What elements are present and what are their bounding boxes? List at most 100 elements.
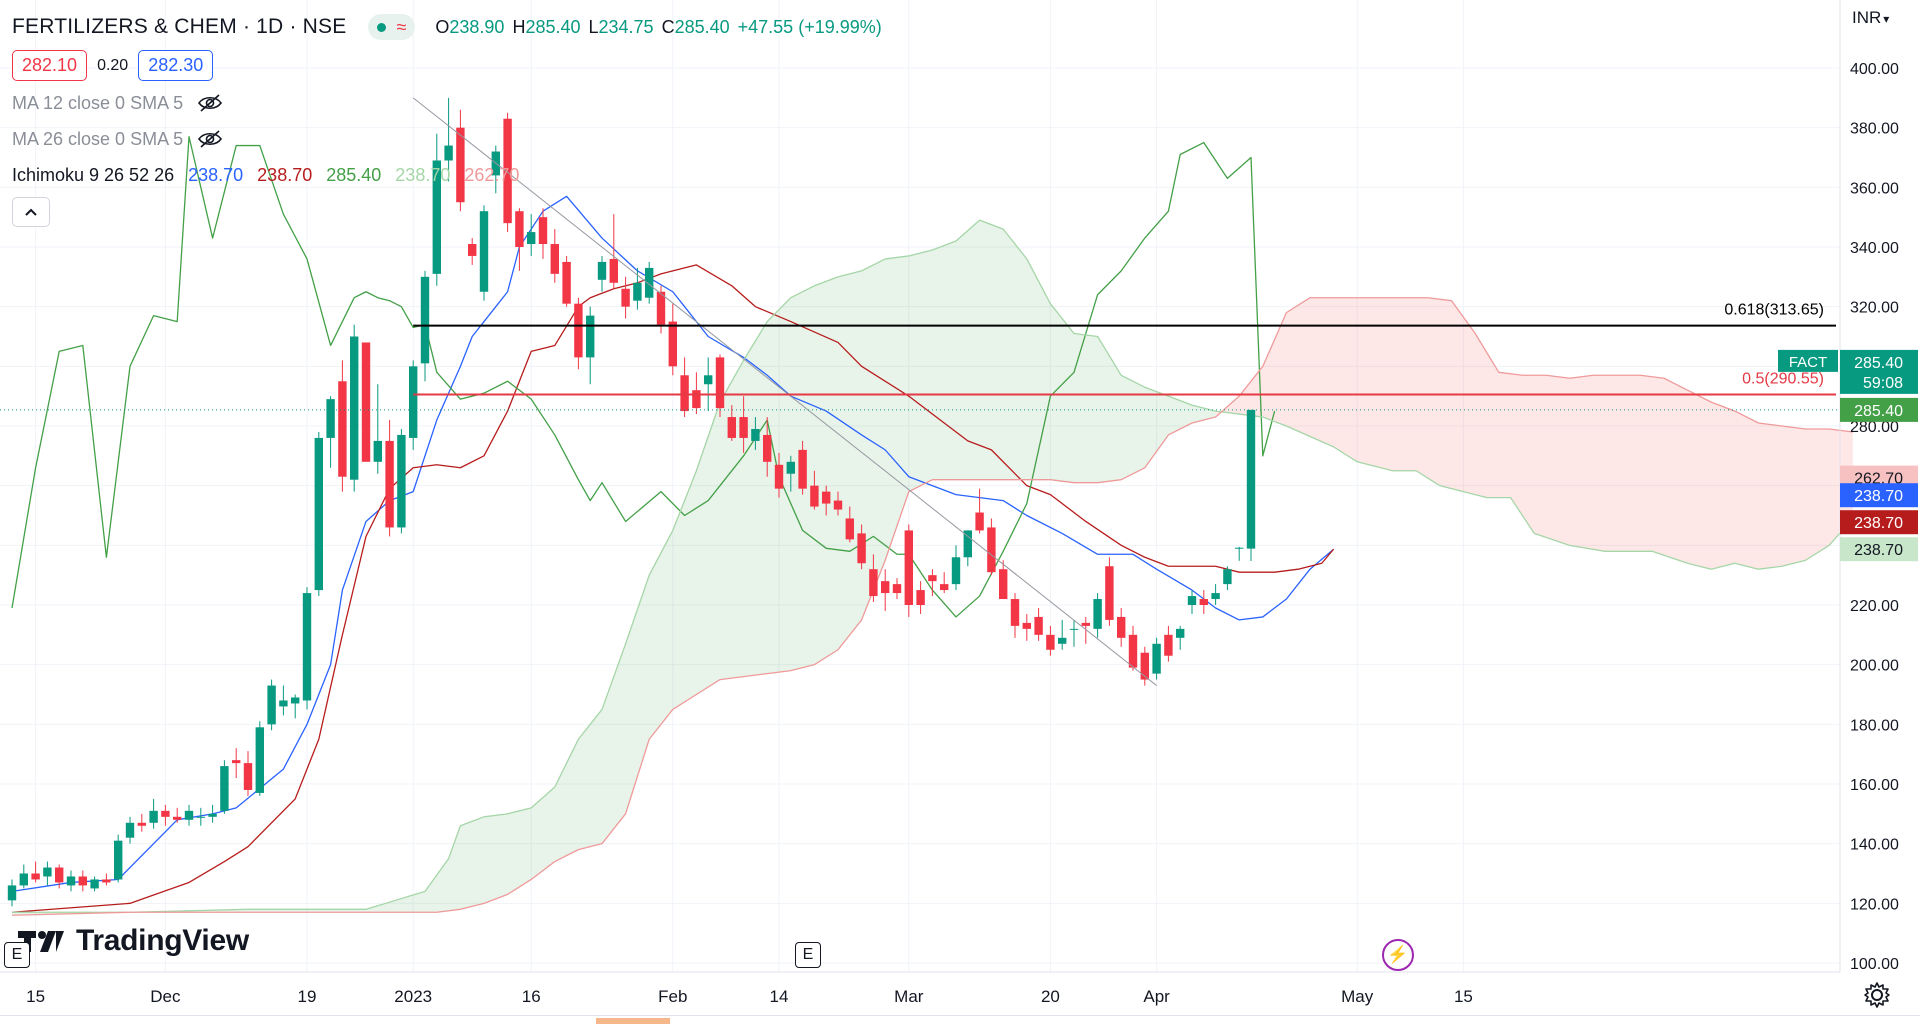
candle-body (1164, 634, 1173, 656)
cloud-bearish (1215, 297, 1853, 570)
conversion-line (11, 195, 1335, 893)
candle (468, 238, 477, 265)
ichimoku-indicator[interactable]: Ichimoku 9 26 52 26 238.70 238.70 285.40… (12, 157, 890, 193)
y-tick-label: 180.00 (1850, 717, 1899, 734)
legend-panel: FERTILIZERS & CHEM · 1D · NSE ≈ O238.90 … (12, 10, 890, 227)
candle (385, 420, 394, 537)
candle-body (267, 685, 276, 725)
open-value: 238.90 (449, 16, 505, 37)
candle-body (645, 267, 654, 298)
y-tick-label: 360.00 (1850, 180, 1899, 197)
gear-icon[interactable] (1862, 980, 1892, 1010)
ohlc-values: O238.90 H285.40 L234.75 C285.40 +47.55 (… (435, 17, 889, 38)
candle (574, 297, 583, 370)
candle-body (963, 530, 972, 558)
candle (66, 870, 76, 892)
y-tick-label: 400.00 (1850, 61, 1899, 78)
x-tick-label: 15 (26, 987, 45, 1006)
buy-button[interactable]: 282.30 (138, 50, 214, 81)
candle (869, 554, 878, 603)
candle-body (456, 127, 465, 203)
symbol-tag: FACT (1789, 354, 1827, 371)
candle (90, 876, 99, 892)
candle-body (1176, 628, 1185, 638)
currency-selector[interactable]: INR ▾ (1852, 8, 1889, 28)
collapse-legend-button[interactable] (12, 197, 50, 227)
candle (1223, 566, 1232, 591)
candle (798, 440, 807, 495)
candle-body (444, 145, 453, 161)
leading-span-b-line (11, 297, 1853, 916)
ma26-indicator[interactable]: MA 26 close 0 SMA 5 (12, 121, 890, 157)
scroll-indicator[interactable] (596, 1018, 670, 1024)
y-tick-label: 200.00 (1850, 658, 1899, 675)
candle-body (1058, 637, 1067, 644)
spanA-price-tag-bg (1840, 537, 1918, 562)
market-status-pill[interactable]: ≈ (368, 14, 416, 40)
ichimoku-conversion-value: 238.70 (188, 164, 244, 185)
high-value: 285.40 (525, 16, 581, 37)
candle (19, 864, 28, 889)
symbol-title[interactable]: FERTILIZERS & CHEM · 1D · NSE (12, 15, 347, 38)
candle-body (786, 461, 795, 474)
candle-body (1105, 566, 1114, 620)
spanA-price-tag: 238.70 (1854, 542, 1903, 559)
candle-body (715, 357, 725, 409)
ma12-indicator[interactable]: MA 12 close 0 SMA 5 (12, 85, 890, 121)
candle-body (822, 491, 831, 504)
candle (1034, 607, 1043, 641)
base-price-tag: 238.70 (1854, 515, 1903, 532)
candle (1187, 590, 1197, 614)
dividend-bolt-icon[interactable]: ⚡ (1382, 939, 1414, 971)
candle-body (1211, 593, 1220, 600)
candle-body (621, 288, 630, 307)
x-tick-label: 2023 (394, 987, 432, 1006)
ichimoku-spanA-value: 238.70 (395, 164, 451, 185)
candle-body (125, 822, 135, 838)
candle-body (1093, 599, 1102, 629)
candle (314, 431, 323, 597)
x-tick-label: May (1341, 987, 1374, 1006)
drawings: 0.618(313.65) 0.5(290.55) (0, 97, 1840, 686)
hidden-eye-icon[interactable] (197, 129, 223, 149)
candle (373, 384, 382, 474)
candle-body (586, 315, 595, 358)
earnings-marker[interactable]: E (795, 942, 821, 968)
candle-body (161, 810, 170, 817)
candle-body (1235, 547, 1244, 549)
candle-body (857, 533, 866, 564)
candle-body (975, 512, 984, 531)
candle-body (314, 437, 323, 591)
candle (255, 721, 264, 796)
sell-button[interactable]: 282.10 (12, 50, 88, 81)
candle (892, 578, 902, 600)
data-delay-icon: ≈ (396, 17, 407, 37)
candle-body (574, 303, 583, 358)
chevron-down-icon: ▾ (1883, 12, 1890, 26)
candle-body (928, 575, 937, 582)
candle (7, 879, 17, 907)
x-tick-label: 20 (1041, 987, 1060, 1006)
candle (822, 485, 831, 516)
candle-body (763, 434, 772, 462)
candle-body (90, 879, 99, 889)
candle-body (338, 381, 347, 477)
close-value: 285.40 (674, 16, 730, 37)
candle (31, 861, 40, 883)
hidden-eye-icon[interactable] (197, 93, 223, 113)
candle (633, 267, 642, 310)
candle-body (916, 590, 925, 605)
candle (302, 587, 312, 710)
tradingview-logo[interactable]: TradingView (18, 924, 249, 958)
candle-body (774, 464, 784, 489)
earnings-marker[interactable]: E (4, 942, 30, 968)
last-price-tag-bg (1840, 349, 1918, 394)
candle-body (739, 417, 748, 438)
candle (833, 491, 843, 516)
candle (1199, 590, 1208, 614)
candle-body (409, 366, 418, 438)
candle-body (326, 399, 335, 438)
candle-body (373, 440, 382, 462)
candle (975, 488, 984, 534)
